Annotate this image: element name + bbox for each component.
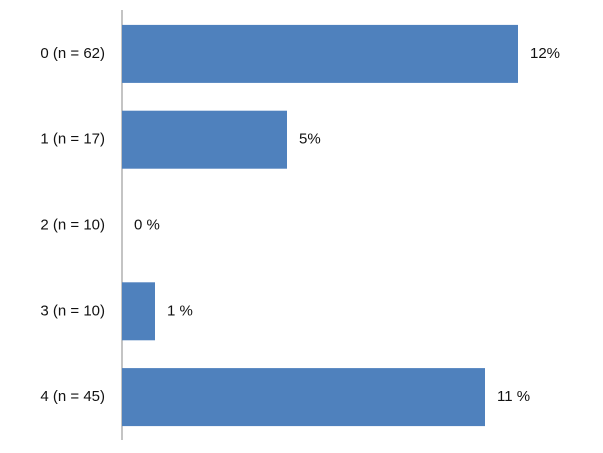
data-label: 12% — [530, 45, 560, 62]
data-label: 5% — [299, 131, 321, 148]
bar — [122, 110, 287, 169]
y-tick-label: 0 (n = 62) — [40, 45, 105, 62]
y-tick-label: 1 (n = 17) — [40, 131, 105, 148]
data-label: 1 % — [167, 302, 193, 319]
bar — [122, 282, 155, 341]
data-label: 0 % — [134, 216, 160, 233]
bar — [122, 24, 518, 83]
y-tick-label: 3 (n = 10) — [40, 302, 105, 319]
data-label: 11 % — [497, 388, 530, 405]
y-tick-label: 4 (n = 45) — [40, 388, 105, 405]
y-tick-label: 2 (n = 10) — [40, 216, 105, 233]
bar — [122, 368, 485, 427]
